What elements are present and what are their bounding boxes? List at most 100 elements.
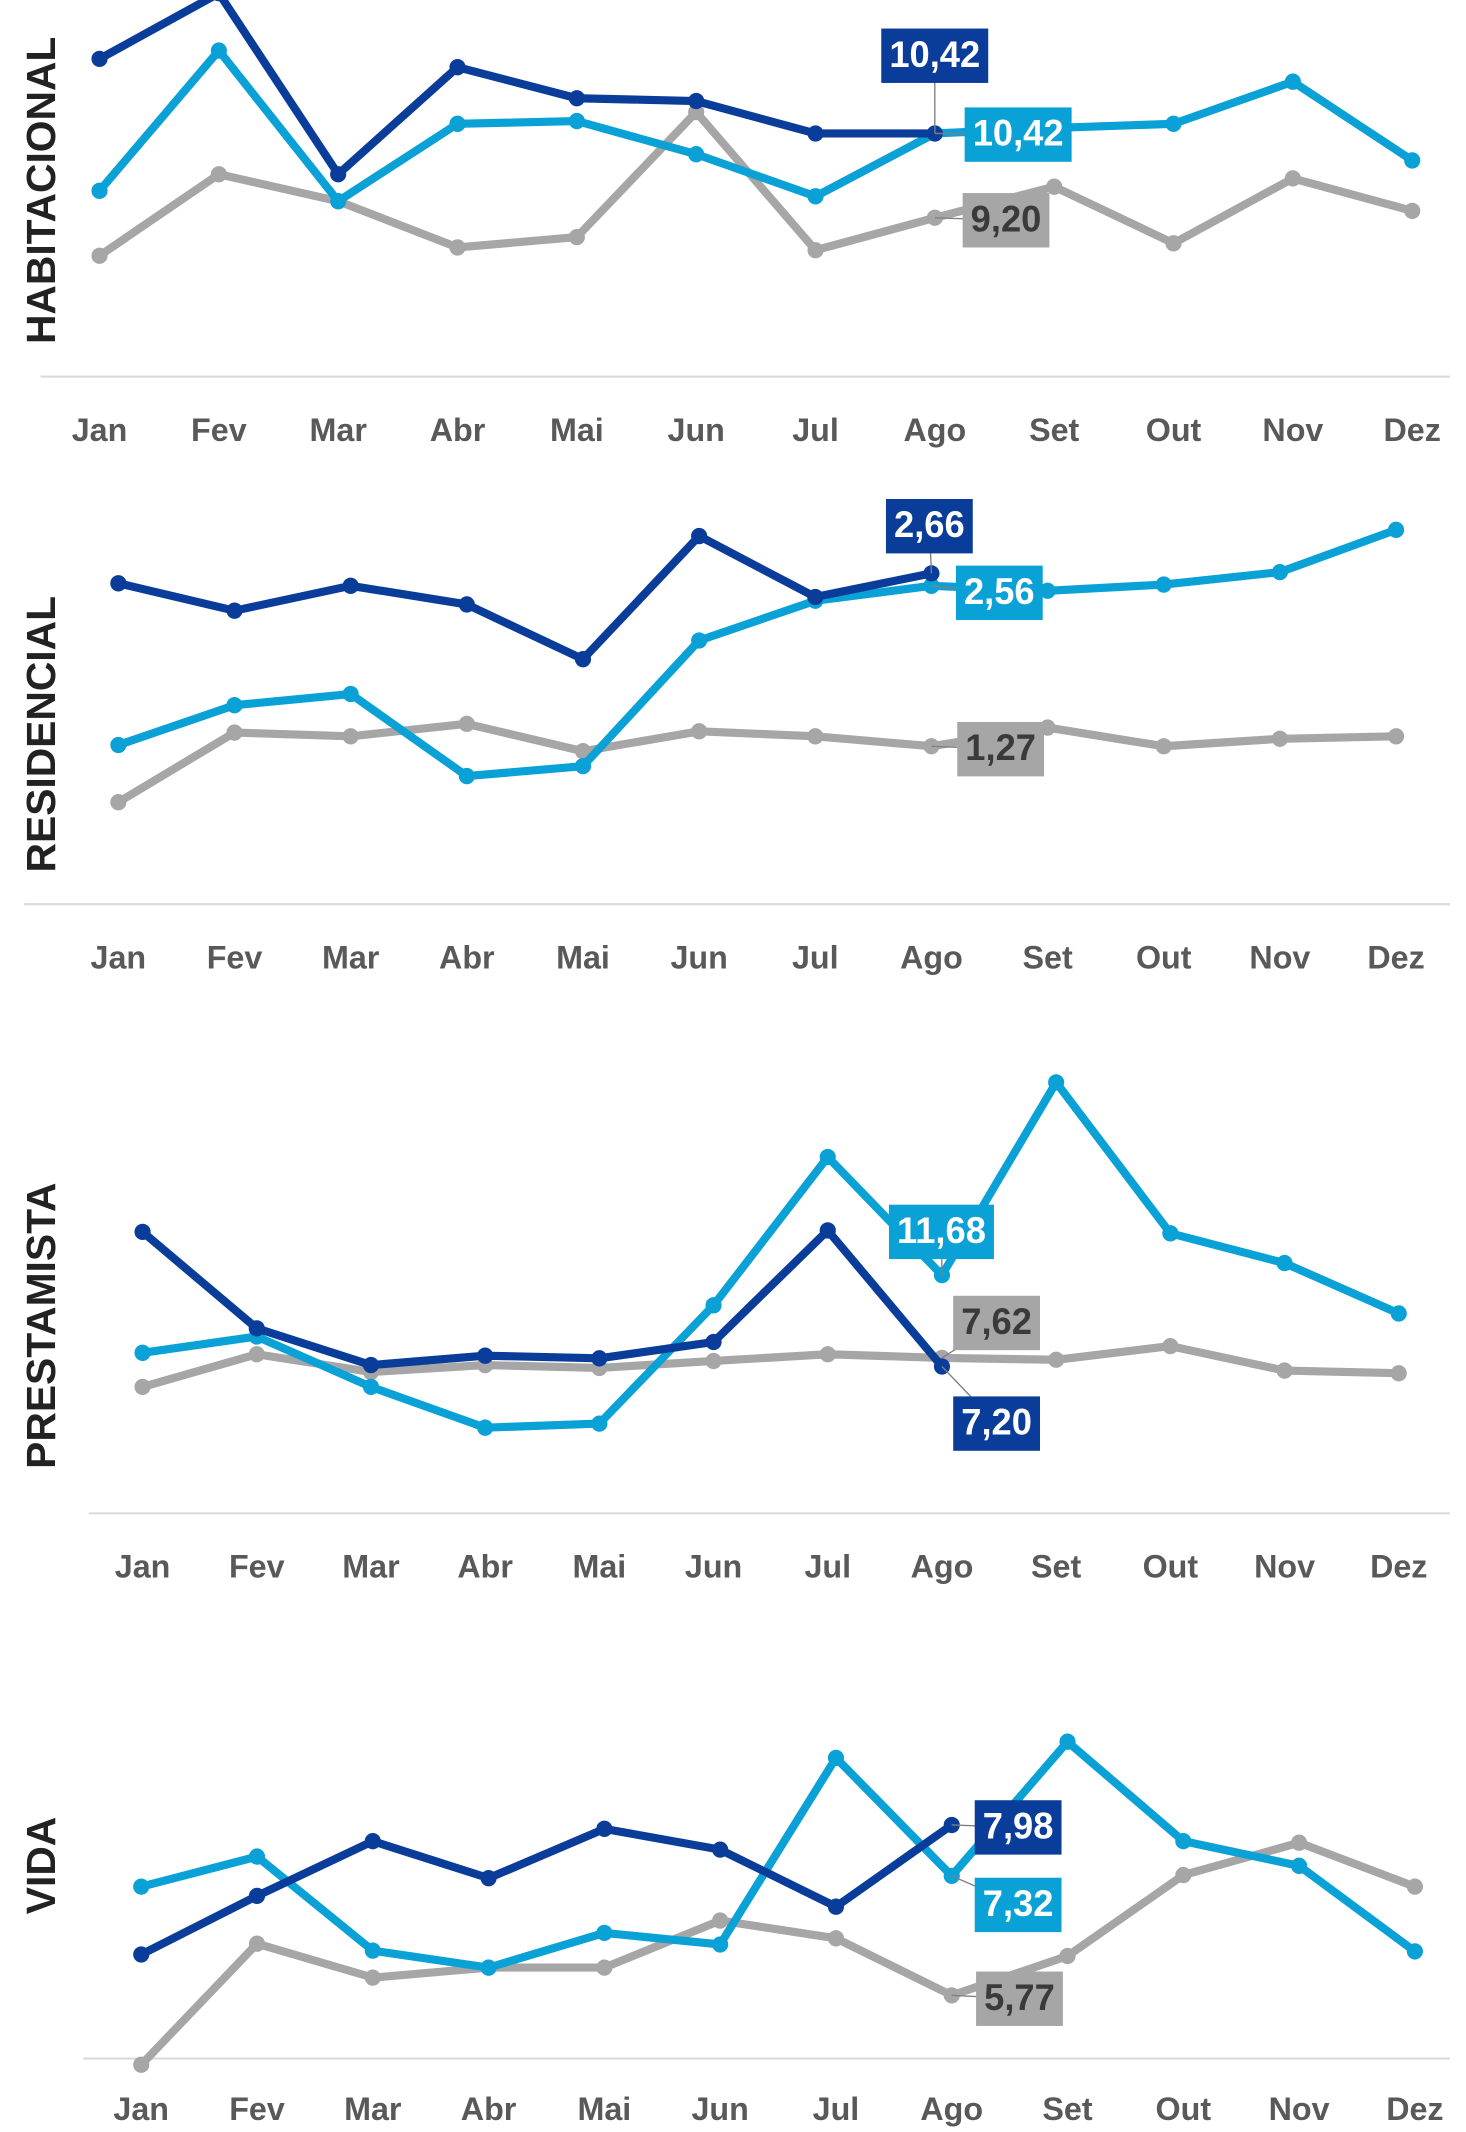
data-point [210,166,227,183]
data-label: 7,20 [953,1396,1041,1451]
series-line [116,719,1397,806]
data-point [1406,1943,1423,1960]
data-label-text: 11,68 [897,1210,986,1251]
series-line [139,1226,946,1370]
data-point [248,1320,265,1337]
x-tick-label: Jun [685,1549,742,1585]
data-point [480,1959,497,1976]
data-point [688,146,705,163]
data-point [477,1347,494,1364]
data-point [827,1898,845,1915]
series-line [141,1342,1399,1391]
data-label-text: 1,27 [965,727,1036,768]
data-point [712,1936,729,1953]
data-point [110,736,127,754]
data-point [133,1878,150,1895]
data-label: 1,27 [957,721,1045,777]
x-tick-label: Out [1136,939,1192,975]
series-line [142,1078,1401,1432]
x-tick-label: Mai [550,412,604,448]
data-point [1406,1878,1423,1895]
data-point [1271,730,1288,747]
x-tick-label: Jan [72,412,128,448]
data-label-text: 7,98 [983,1805,1054,1846]
data-point [807,728,824,745]
data-point [1162,1225,1179,1242]
data-label: 7,98 [974,1800,1062,1855]
y-axis-title: HABITACIONAL [18,37,64,344]
x-tick-label: Fev [191,412,247,448]
x-tick-label: Abr [430,412,486,448]
x-tick-label: Ago [900,939,963,975]
series-line [97,107,1414,260]
y-axis-title: PRESTAMISTA [18,1183,64,1469]
label-box [888,1204,994,1260]
x-tick-label: Out [1156,2091,1212,2127]
data-point [248,1346,265,1363]
data-point [1404,202,1421,220]
label-box [976,1971,1063,2026]
data-point [591,1350,608,1367]
data-point [1175,1833,1192,1850]
data-point [449,59,466,76]
data-point [568,112,585,130]
y-axis-title: RESIDENCIAL [18,596,64,872]
data-point [574,743,592,760]
x-tick-label: Fev [207,939,263,975]
data-point [1048,1074,1065,1091]
data-point [923,565,940,582]
x-tick-label: Out [1146,412,1202,448]
y-axis-title: VIDA [18,1817,64,1914]
data-point [705,1333,722,1351]
x-tick-label: Jul [792,412,839,448]
x-tick-label: Abr [439,939,495,975]
series-line [138,1838,1417,2068]
data-point [330,193,347,210]
data-point [827,1749,845,1767]
x-tick-label: Set [1029,412,1079,448]
data-label: 2,56 [955,565,1043,621]
data-point [1291,1834,1308,1851]
data-point [819,1148,836,1166]
data-label-text: 10,42 [889,34,980,75]
data-point [807,242,824,259]
data-label-text: 7,32 [983,1883,1054,1924]
data-point [712,1912,729,1929]
data-point [1276,1362,1293,1379]
x-tick-label: Jul [804,1549,851,1585]
data-label: 2,66 [885,499,973,554]
x-tick-label: Mar [344,2091,402,2127]
data-label: 10,42 [881,28,989,83]
data-point [1284,170,1301,187]
data-point [1046,178,1063,195]
x-tick-label: Mai [577,2091,631,2127]
data-point [342,685,359,703]
data-label: 11,68 [888,1204,994,1260]
data-point [133,2056,150,2073]
x-tick-label: Ago [904,412,967,448]
data-point [596,1820,613,1837]
data-point [807,125,824,142]
data-label-text: 10,42 [973,112,1064,153]
x-tick-label: Fev [229,2091,285,2127]
data-point [1165,235,1182,252]
data-point [1175,1866,1192,1884]
data-point [591,1415,608,1432]
x-tick-label: Nov [1262,412,1323,448]
data-point [819,1346,836,1363]
data-point [458,715,475,733]
data-point [1387,728,1405,745]
data-point [1039,582,1056,599]
label-box [953,1396,1041,1451]
data-point [574,757,592,775]
data-point [364,1942,381,1959]
x-tick-label: Jul [792,939,839,975]
data-label-text: 2,66 [894,504,965,545]
data-label: 10,42 [964,107,1072,162]
label-box [955,565,1043,621]
data-point [342,728,359,745]
data-point [480,1870,497,1887]
x-tick-label: Mar [310,412,368,448]
data-point [330,166,347,183]
